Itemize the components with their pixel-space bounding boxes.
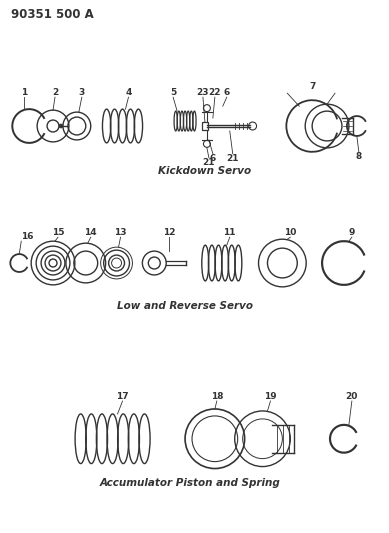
Text: Low and Reverse Servo: Low and Reverse Servo [117, 301, 253, 311]
Text: 6: 6 [224, 88, 230, 97]
Text: 10: 10 [284, 228, 296, 237]
Text: 4: 4 [125, 88, 131, 97]
Text: 21: 21 [226, 154, 239, 163]
Text: 17: 17 [116, 392, 129, 401]
Text: 20: 20 [346, 392, 358, 401]
Text: 90351 500 A: 90351 500 A [11, 8, 94, 21]
Text: 5: 5 [170, 88, 176, 97]
Text: 2: 2 [52, 88, 58, 97]
Bar [202, 122, 208, 130]
Text: 15: 15 [52, 228, 64, 237]
Text: 19: 19 [264, 392, 277, 401]
Text: 22: 22 [209, 88, 221, 97]
Text: Kickdown Servo: Kickdown Servo [158, 166, 251, 176]
Text: 18: 18 [210, 392, 223, 401]
Text: 13: 13 [114, 228, 127, 237]
Text: 8: 8 [356, 152, 362, 161]
Text: 7: 7 [309, 82, 315, 91]
Text: 11: 11 [224, 228, 236, 237]
Circle shape [59, 124, 63, 128]
Text: 12: 12 [163, 228, 175, 237]
Text: 14: 14 [84, 228, 97, 237]
Text: 1: 1 [21, 88, 27, 97]
Text: 23: 23 [197, 88, 209, 97]
Text: 16: 16 [21, 232, 34, 241]
Text: 3: 3 [79, 88, 85, 97]
Text: 9: 9 [349, 228, 355, 237]
Text: Accumulator Piston and Spring: Accumulator Piston and Spring [100, 479, 280, 488]
Text: 6: 6 [210, 154, 216, 163]
Text: 21: 21 [203, 158, 215, 167]
